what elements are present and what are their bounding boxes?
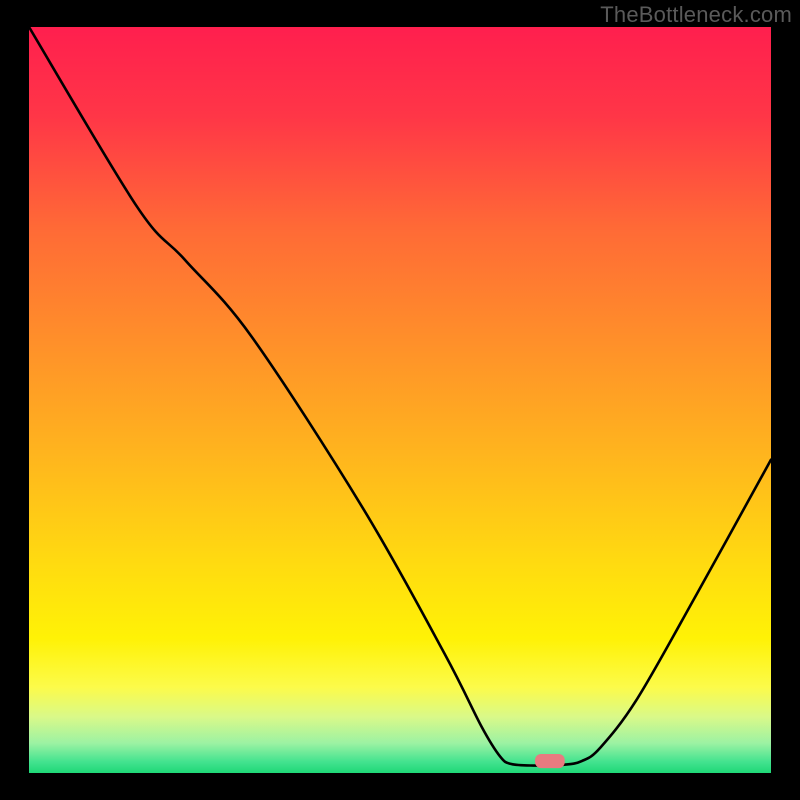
optimal-marker — [535, 754, 565, 768]
watermark-text: TheBottleneck.com — [600, 2, 792, 28]
bottleneck-chart — [29, 27, 771, 773]
chart-svg — [29, 27, 771, 773]
